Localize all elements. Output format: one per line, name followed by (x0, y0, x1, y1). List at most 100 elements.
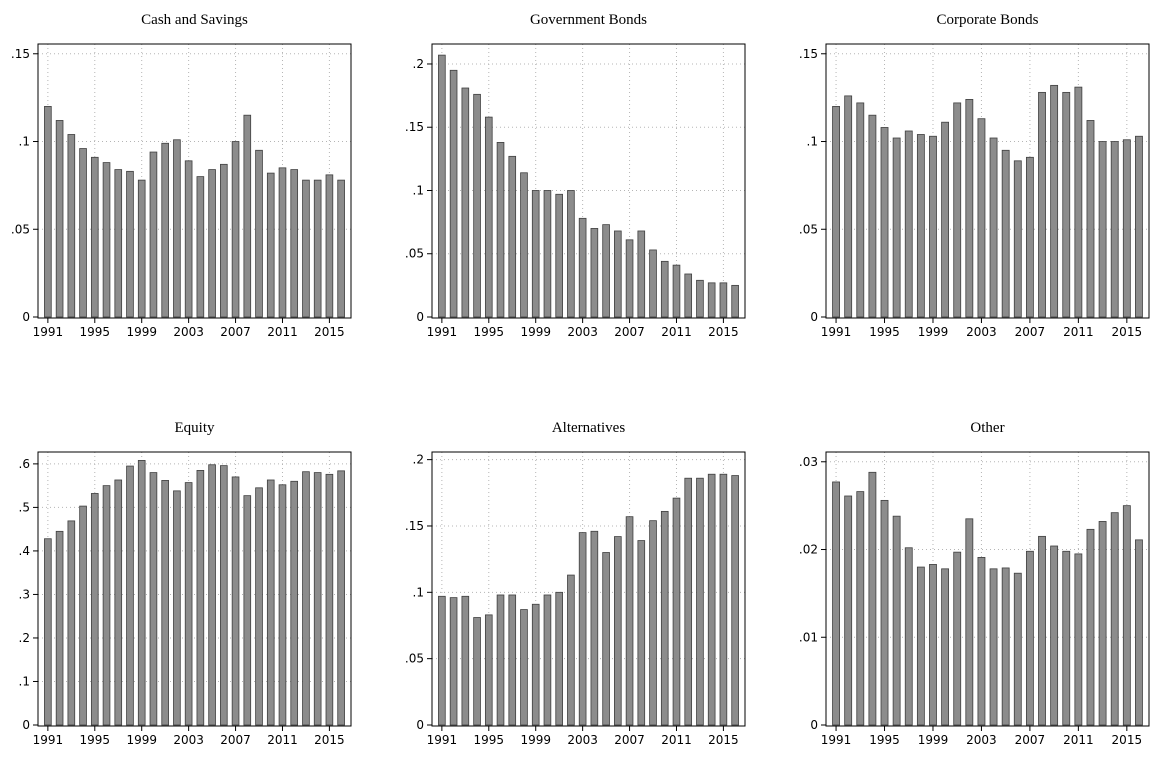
bar-1994 (79, 148, 87, 318)
chart-title: Other (970, 420, 1004, 436)
bar-2001 (555, 591, 563, 726)
chart-panel-6: Other 0 .01 .02 .03 1991 1995 1999 2003 2007 2011 2… (799, 420, 1150, 747)
bar-2016 (1135, 135, 1143, 318)
x-tick-label: 1999 (918, 325, 949, 339)
x-tick-label: 1995 (869, 325, 900, 339)
bar-1992 (449, 597, 458, 726)
bar-2007 (231, 141, 240, 318)
bar-2002 (567, 190, 575, 318)
bar-1999 (929, 564, 937, 726)
x-tick-label: 2015 (314, 325, 345, 339)
bar-2006 (220, 465, 228, 726)
x-tick-label: 2015 (708, 733, 739, 747)
y-tick-label: 0 (810, 718, 818, 732)
bar-2003 (977, 557, 986, 726)
y-tick-label: 0 (22, 310, 30, 324)
x-tick-label: 2011 (1063, 733, 1094, 747)
y-tick-label: .3 (19, 587, 30, 601)
y-tick-label: .1 (807, 135, 818, 149)
y-tick-label: 0 (416, 310, 424, 324)
plot-frame (825, 451, 1150, 727)
bar-1999 (137, 179, 146, 318)
bar-2003 (977, 118, 986, 318)
bar-2013 (1098, 141, 1107, 318)
bar-1994 (473, 93, 481, 318)
y-tick-label: .02 (799, 543, 818, 557)
x-tick-label: 1991 (821, 325, 852, 339)
chart-panel-3: Corporate Bonds 0 .05 .1 .15 1991 1995 1999 2003… (799, 12, 1150, 339)
x-tick-label: 1991 (33, 733, 64, 747)
bar-1991 (44, 106, 52, 318)
x-tick-label: 2007 (1015, 325, 1046, 339)
bar-2010 (1062, 550, 1071, 726)
x-tick-label: 2011 (267, 325, 298, 339)
chart-title: Cash and Savings (141, 12, 248, 28)
bar-2005 (1001, 149, 1010, 318)
bar-2007 (1025, 550, 1034, 726)
bar-1992 (55, 530, 64, 726)
x-tick-label: 2011 (1063, 325, 1094, 339)
bar-1999 (531, 190, 540, 318)
x-tick-label: 2011 (661, 325, 692, 339)
y-tick-label: .4 (19, 544, 30, 558)
bar-2002 (567, 574, 575, 726)
bar-2000 (543, 594, 552, 726)
bar-1991 (44, 538, 52, 726)
bar-2005 (602, 224, 610, 318)
x-tick-label: 1999 (126, 733, 157, 747)
bar-2007 (625, 239, 634, 318)
bar-1992 (844, 95, 853, 318)
bar-2006 (1013, 160, 1022, 318)
bar-1999 (531, 603, 540, 726)
bar-2012 (1086, 120, 1095, 318)
bar-1998 (916, 134, 925, 318)
y-tick-label: .15 (405, 120, 424, 134)
bar-1994 (868, 471, 877, 726)
x-tick-label: 2003 (966, 325, 997, 339)
bar-1997 (904, 130, 913, 318)
y-tick-label: .6 (19, 457, 30, 471)
bar-1998 (520, 609, 528, 726)
bar-1998 (520, 172, 528, 318)
y-tick-label: .05 (405, 652, 424, 666)
bar-2005 (208, 169, 216, 318)
bar-1996 (892, 137, 901, 318)
chart-title: Alternatives (552, 420, 625, 436)
x-tick-label: 1999 (126, 325, 157, 339)
bar-2009 (649, 249, 657, 318)
bar-2014 (707, 473, 716, 726)
bar-2014 (313, 179, 322, 318)
chart-title: Equity (175, 420, 215, 436)
x-tick-label: 2007 (220, 325, 251, 339)
bar-2006 (614, 536, 622, 726)
bar-2012 (290, 169, 299, 318)
bar-1993 (461, 87, 470, 318)
chart-panel-4: Equity 0 .1 .2 .3 .4 .5 .6 1991 1995 1999 2003 2007 2… (19, 420, 352, 747)
bar-2013 (302, 179, 310, 318)
bar-1995 (880, 127, 889, 318)
x-tick-label: 2011 (267, 733, 298, 747)
bar-1995 (880, 499, 889, 726)
bar-2015 (719, 473, 728, 726)
bar-2001 (161, 142, 169, 318)
bar-1993 (856, 102, 865, 318)
bar-1993 (461, 595, 470, 726)
bar-2011 (672, 264, 681, 318)
y-tick-label: .2 (413, 453, 424, 467)
bar-2004 (196, 176, 205, 318)
bar-1997 (114, 169, 123, 318)
bar-2000 (543, 190, 552, 318)
y-tick-label: .05 (11, 222, 30, 236)
plot-frame (37, 43, 352, 319)
bar-2010 (660, 510, 669, 726)
bar-2014 (707, 282, 716, 318)
x-tick-label: 1991 (33, 325, 64, 339)
bar-2009 (255, 487, 263, 726)
bar-1995 (484, 614, 493, 726)
bar-2012 (1086, 528, 1095, 726)
y-tick-label: .15 (11, 47, 30, 61)
y-tick-label: 0 (416, 718, 424, 732)
bar-2004 (196, 470, 205, 726)
bar-2012 (684, 273, 693, 318)
bar-2000 (941, 121, 950, 318)
